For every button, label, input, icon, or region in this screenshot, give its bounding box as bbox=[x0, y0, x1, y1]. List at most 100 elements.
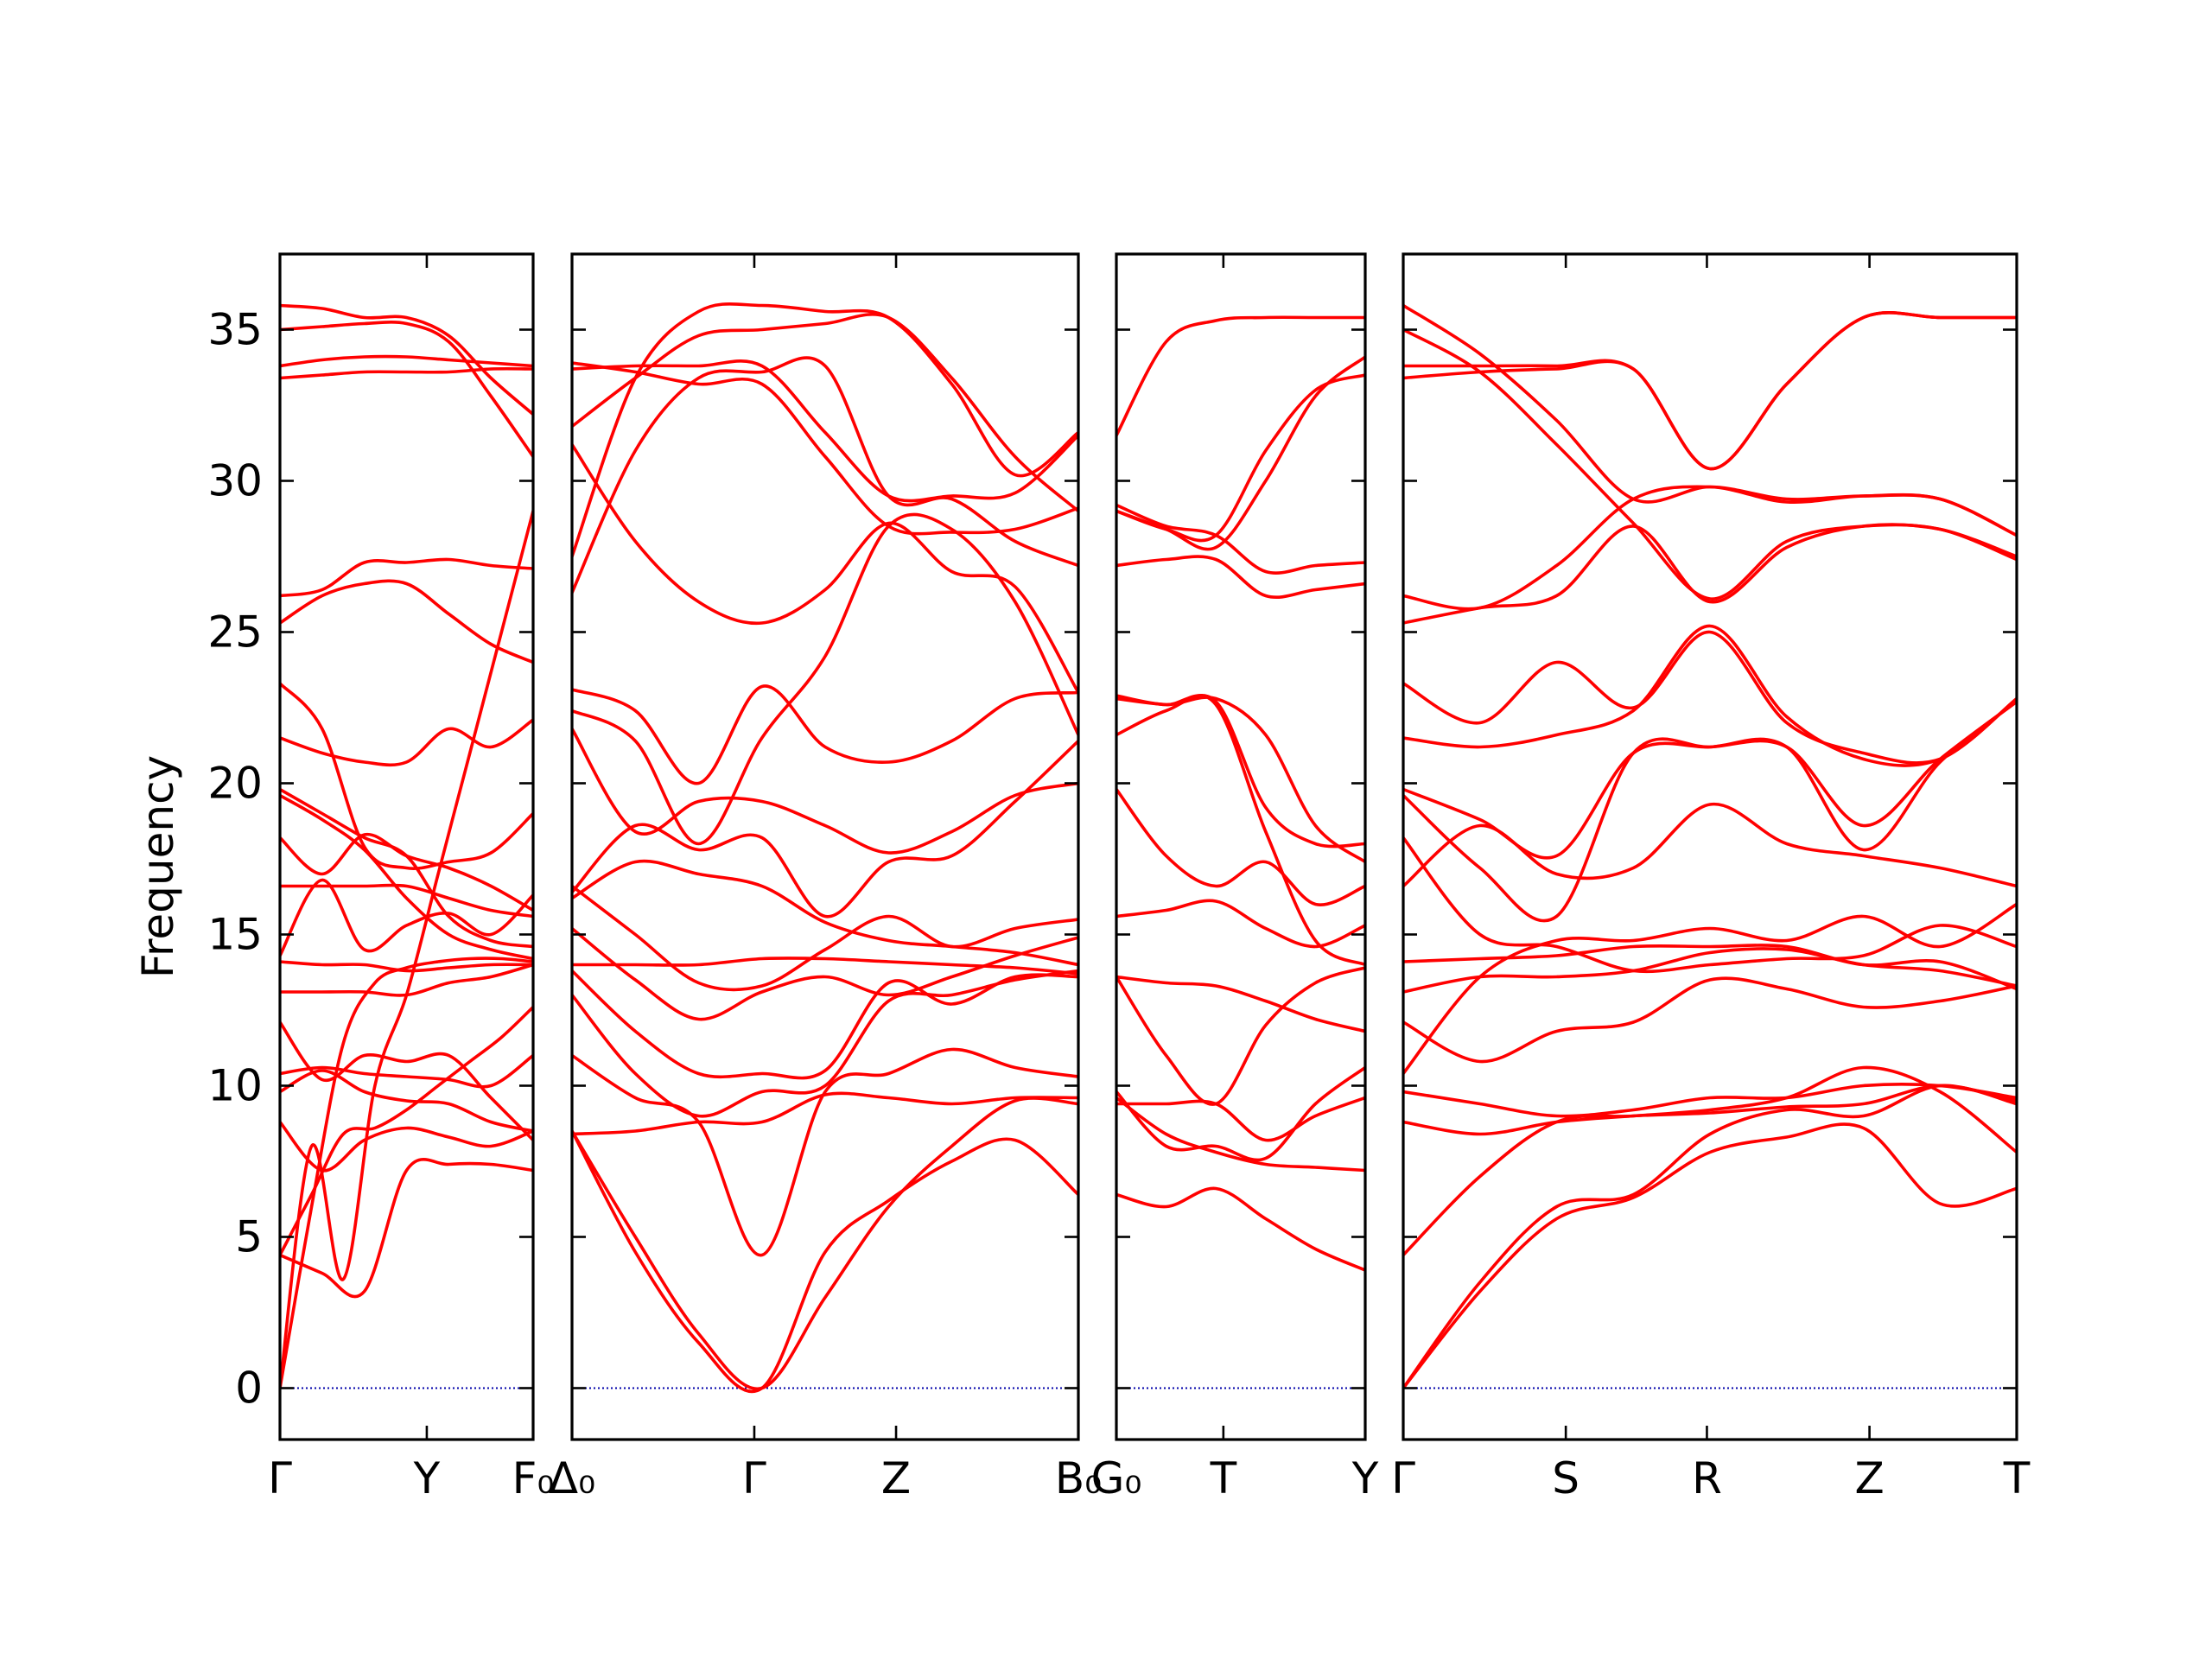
panel-4-band-19 bbox=[1403, 311, 2017, 471]
panel-3-frame bbox=[1115, 252, 1367, 1441]
panel-4-xtick-label-4: Z bbox=[1854, 1453, 1884, 1503]
panel-3-band-12 bbox=[1116, 555, 1365, 599]
panel-3-band-14 bbox=[1116, 315, 1365, 437]
panel-1-band-10 bbox=[280, 960, 533, 973]
panel-1-band-20 bbox=[280, 366, 533, 380]
panel-1-xtick-label-3: F₀ bbox=[512, 1453, 555, 1503]
panel-3-bands bbox=[1116, 315, 1365, 1389]
panel-4-band-10 bbox=[1403, 802, 2017, 888]
bands-layer bbox=[280, 302, 2017, 1394]
panel-1-band-11 bbox=[280, 878, 533, 957]
panel-4-frame bbox=[1402, 252, 2018, 1441]
panel-4-band-9 bbox=[1403, 944, 2017, 991]
panel-3-band-2 bbox=[1116, 1096, 1365, 1173]
panel-2-band-9 bbox=[572, 884, 1078, 992]
panel-2-xtick-label-1: Δ₀ bbox=[549, 1453, 595, 1503]
panel-4-band-2 bbox=[1403, 1084, 2017, 1390]
panel-1-band-9 bbox=[280, 963, 533, 997]
panel-4-band-7 bbox=[1403, 976, 2017, 1064]
panel-2-xtick-label-4: B₀ bbox=[1055, 1453, 1102, 1503]
panel-2-band-19 bbox=[572, 313, 1078, 513]
panel-2-band-14 bbox=[572, 512, 1078, 846]
panel-4-band-20 bbox=[1403, 327, 2017, 601]
panel-1-band-12 bbox=[280, 883, 533, 918]
panel-1-band-23 bbox=[280, 303, 533, 416]
ytick-label-30: 30 bbox=[207, 456, 263, 506]
panel-2-band-6 bbox=[572, 969, 1078, 1080]
panel-2-band-10 bbox=[572, 859, 1078, 967]
axes-layer bbox=[278, 252, 2018, 1441]
panel-1-band-17 bbox=[280, 682, 533, 870]
panel-4-band-1 bbox=[1403, 1122, 2017, 1390]
ytick-label-35: 35 bbox=[207, 305, 263, 355]
panel-3-band-1 bbox=[1116, 1186, 1365, 1272]
panel-3-band-9 bbox=[1116, 694, 1365, 849]
panel-4-band-3 bbox=[1403, 1065, 2017, 1257]
panel-1-band-15 bbox=[280, 787, 533, 949]
panel-3-band-16 bbox=[1116, 373, 1365, 543]
panel-1-band-6 bbox=[280, 1069, 533, 1133]
panel-4-band-14 bbox=[1403, 624, 2017, 767]
panel-2-band-17 bbox=[572, 359, 1078, 503]
panel-2-band-12 bbox=[572, 727, 1078, 855]
panel-2-band-11 bbox=[572, 739, 1078, 918]
panel-2-band-20 bbox=[572, 302, 1078, 558]
panel-2-xtick-label-2: Γ bbox=[742, 1453, 766, 1503]
ytick-label-20: 20 bbox=[207, 759, 263, 809]
panel-4-band-21 bbox=[1403, 303, 2017, 537]
panel-2-band-13 bbox=[572, 684, 1078, 785]
panel-3-band-10 bbox=[1116, 694, 1365, 864]
ytick-label-0: 0 bbox=[235, 1363, 263, 1414]
panel-3-band-11 bbox=[1116, 694, 1365, 967]
panel-2-band-4 bbox=[572, 1091, 1078, 1136]
panel-3-band-7 bbox=[1116, 899, 1365, 949]
panel-3-band-4 bbox=[1116, 1065, 1365, 1162]
panel-4-band-6 bbox=[1403, 902, 2017, 1076]
panel-4-band-13 bbox=[1403, 700, 2017, 860]
ytick-label-25: 25 bbox=[207, 607, 263, 658]
ytick-label-15: 15 bbox=[207, 910, 263, 960]
panel-1-band-21 bbox=[280, 354, 533, 368]
panel-2-band-7 bbox=[572, 957, 1078, 976]
panel-2-band-2 bbox=[572, 1129, 1078, 1394]
panel-1-xtick-label-1: Γ bbox=[268, 1453, 292, 1503]
panel-2-band-3 bbox=[572, 1047, 1078, 1257]
panel-4-band-12 bbox=[1403, 700, 2017, 923]
panel-3-xtick-label-3: Y bbox=[1351, 1453, 1379, 1503]
panel-4-band-18 bbox=[1403, 311, 2017, 471]
panel-1-frame bbox=[278, 252, 535, 1441]
panel-1-band-8 bbox=[280, 1020, 533, 1142]
panel-1-band-2 bbox=[280, 957, 533, 1390]
panel-3-band-5 bbox=[1116, 975, 1365, 1033]
panel-4-band-16 bbox=[1403, 523, 2017, 625]
panel-3-xtick-label-2: T bbox=[1210, 1453, 1237, 1503]
panel-4-xtick-label-2: S bbox=[1552, 1453, 1580, 1503]
panel-1-bands bbox=[280, 303, 533, 1390]
ytick-label-10: 10 bbox=[207, 1061, 263, 1111]
panel-2-xtick-label-3: Z bbox=[881, 1453, 911, 1503]
panel-1-band-16 bbox=[280, 718, 533, 767]
panel-2-band-1 bbox=[572, 1096, 1078, 1391]
panel-4-bands bbox=[1403, 303, 2017, 1390]
panel-3-band-3 bbox=[1116, 1096, 1365, 1142]
panel-3-band-6 bbox=[1116, 966, 1365, 1106]
panel-4-band-17 bbox=[1403, 485, 2017, 611]
panel-2-band-5 bbox=[572, 969, 1078, 1118]
panel-3-band-8 bbox=[1116, 787, 1365, 906]
ytick-label-5: 5 bbox=[235, 1212, 263, 1262]
panel-1-band-7 bbox=[280, 1053, 533, 1089]
panel-4-xtick-label-1: Γ bbox=[1391, 1453, 1415, 1503]
panel-1-band-14 bbox=[280, 793, 533, 961]
panel-1-band-19 bbox=[280, 557, 533, 598]
panel-2-band-18 bbox=[572, 361, 1078, 536]
panel-3-xtick-label-1: G₀ bbox=[1091, 1453, 1142, 1503]
panel-4-band-8 bbox=[1403, 947, 2017, 994]
panel-4-xtick-label-3: R bbox=[1692, 1453, 1722, 1503]
panel-4-xtick-label-5: T bbox=[2003, 1453, 2031, 1503]
panel-1-band-3 bbox=[280, 1005, 533, 1257]
panel-2-band-16 bbox=[572, 442, 1078, 695]
panel-2-bands bbox=[572, 302, 1078, 1394]
panel-1-xtick-label-2: Y bbox=[413, 1453, 441, 1503]
